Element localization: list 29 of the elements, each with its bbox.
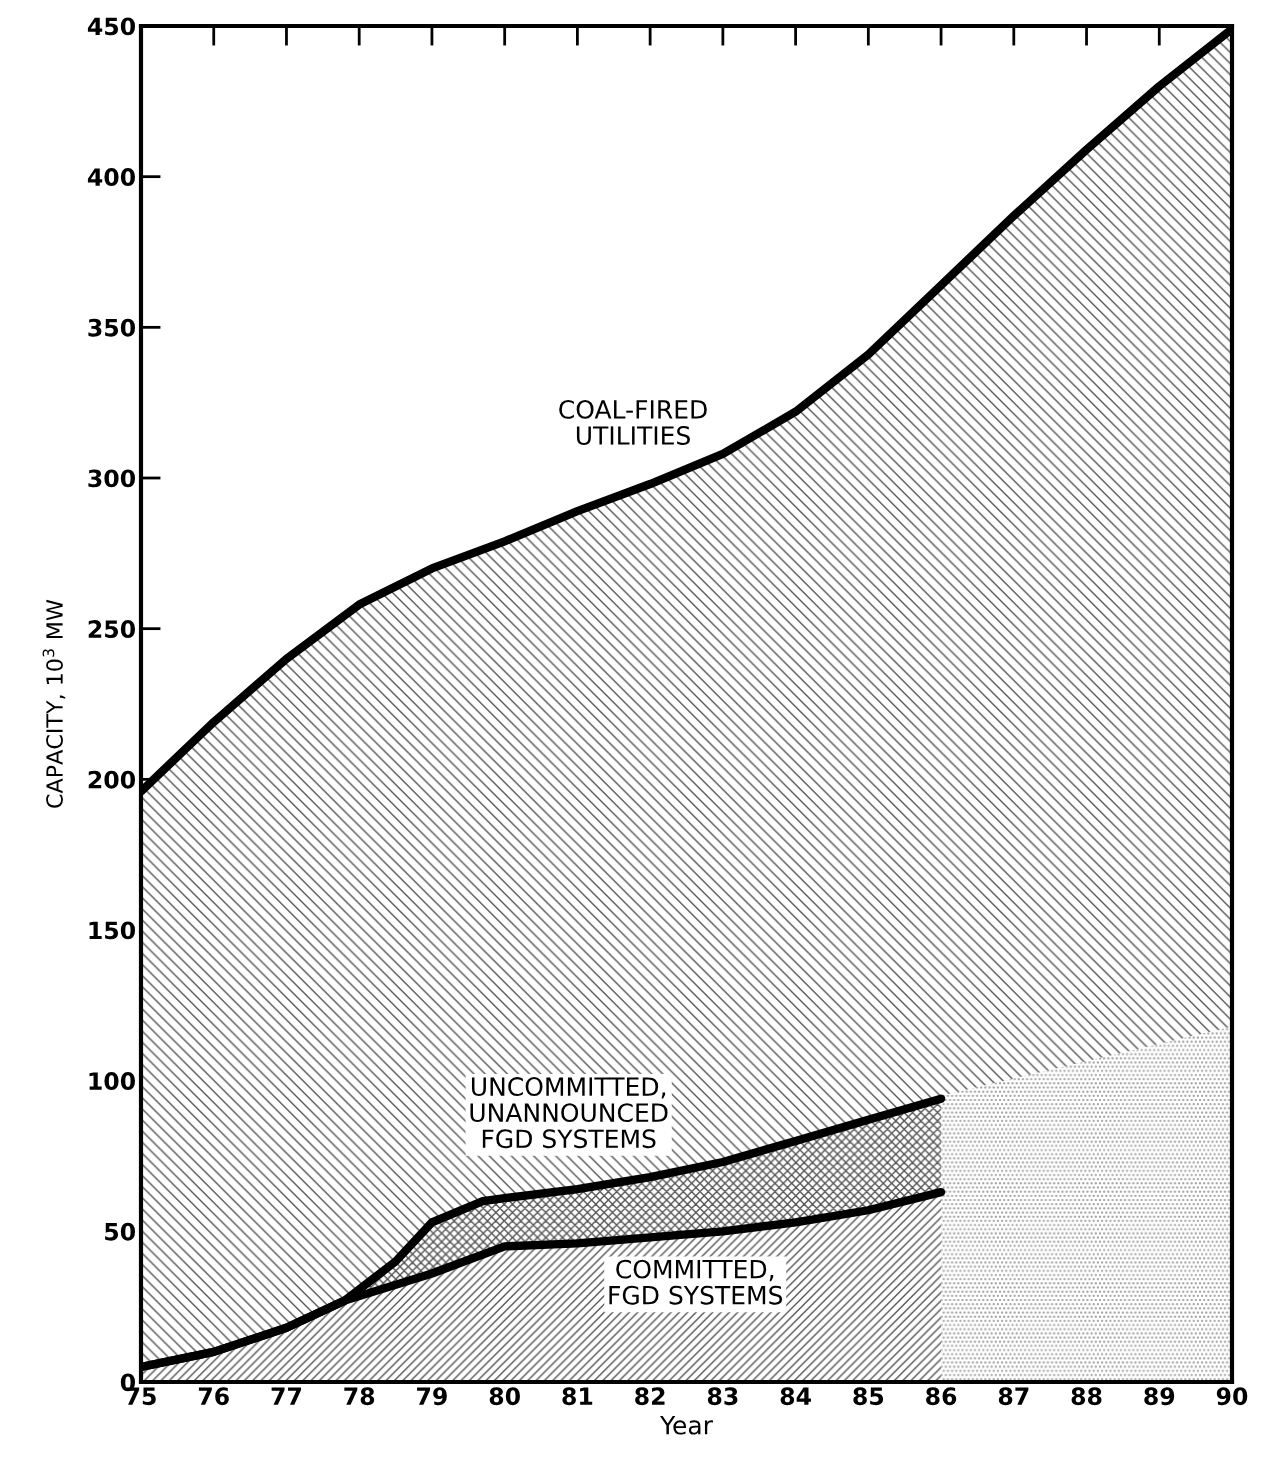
x-tick-label: 79 — [417, 1387, 447, 1406]
y-axis-title: CAPACITY, 10$^{3}$ MW — [42, 599, 66, 808]
x-tick-label: 90 — [1216, 1387, 1248, 1406]
x-tick-label: 77 — [271, 1387, 302, 1405]
y-tick-label: 350 — [88, 318, 136, 337]
x-axis-title: Year — [659, 1416, 713, 1435]
x-tick-label: 88 — [1071, 1387, 1102, 1406]
y-tick-label: 300 — [88, 469, 136, 488]
x-tick-label: 86 — [926, 1387, 957, 1406]
x-tick-label: 84 — [780, 1387, 811, 1406]
x-tick-label: 80 — [489, 1387, 520, 1406]
x-tick-label: 81 — [562, 1387, 593, 1406]
annotation: COMMITTED, FGD SYSTEMS — [609, 1259, 783, 1305]
y-tick-label: 400 — [87, 168, 136, 186]
x-tick-label: 76 — [198, 1387, 229, 1406]
annotation: UNCOMMITTED, UNANNOUNCED FGD SYSTEMS — [470, 1077, 668, 1149]
y-tick-label: 250 — [88, 620, 136, 638]
x-tick-label: 89 — [1144, 1387, 1175, 1406]
x-tick-label: 85 — [853, 1387, 884, 1406]
annotation: COAL-FIRED UTILITIES — [559, 399, 707, 445]
y-tick-label: 100 — [89, 1072, 136, 1090]
y-tick-label: 200 — [88, 770, 136, 789]
x-tick-label: 82 — [635, 1387, 665, 1406]
y-tick-label: 150 — [89, 921, 136, 940]
y-tick-label: 450 — [87, 17, 136, 36]
x-tick-label: 87 — [998, 1387, 1029, 1406]
x-tick-label: 78 — [344, 1387, 375, 1406]
x-tick-label: 83 — [707, 1387, 738, 1406]
y-tick-label: 50 — [105, 1222, 136, 1241]
